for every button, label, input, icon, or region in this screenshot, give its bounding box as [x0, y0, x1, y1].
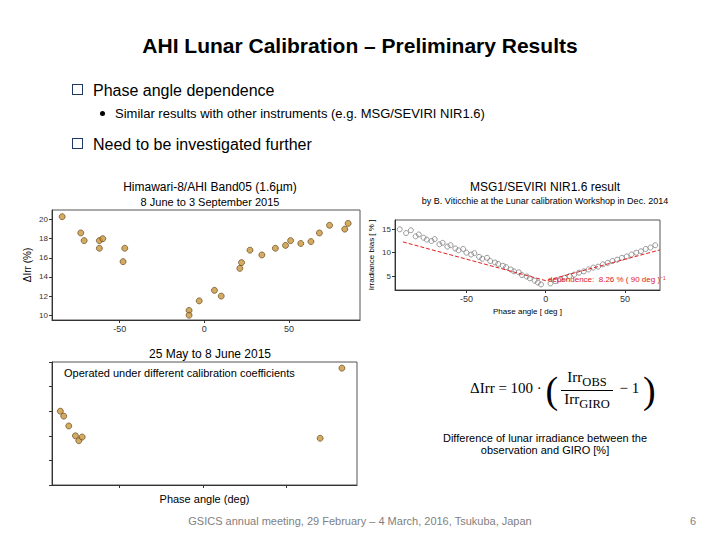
svg-text:12: 12 — [39, 292, 48, 301]
svg-text:16: 16 — [39, 253, 48, 262]
svg-text:Phase angle [ deg ]: Phase angle [ deg ] — [493, 307, 562, 316]
svg-text:14: 14 — [39, 272, 48, 281]
svg-text:18: 18 — [39, 234, 48, 243]
html-text:− 1: − 1 — [615, 380, 643, 397]
svg-text:15: 15 — [382, 225, 391, 234]
svg-text:10: 10 — [382, 248, 391, 257]
html-text:AHI Lunar Calibration – Prelim: AHI Lunar Calibration – Preliminary Resu… — [142, 34, 578, 57]
svg-text:-50: -50 — [113, 324, 126, 334]
svg-text:50: 50 — [620, 294, 630, 304]
svg-text:0: 0 — [202, 324, 207, 334]
svg-text:10: 10 — [39, 311, 48, 320]
html-text:Difference of lunar irradiance: Difference of lunar irradiance between t… — [443, 432, 647, 456]
svg-text:50: 50 — [284, 324, 294, 334]
html-text:IrrGIRO: IrrGIRO — [564, 390, 610, 411]
html-text:Similar results with other ins: Similar results with other instruments (… — [115, 106, 485, 121]
html-text:Need to be investigated furthe: Need to be investigated further — [93, 136, 312, 153]
svg-text:25 May to 8 June 2015: 25 May to 8 June 2015 — [149, 347, 271, 361]
html-text:Phase angle dependence: Phase angle dependence — [93, 82, 275, 99]
svg-text:-50: -50 — [460, 294, 473, 304]
svg-text:5: 5 — [387, 272, 392, 281]
svg-text:ΔIrr (%): ΔIrr (%) — [22, 248, 33, 282]
svg-text:Phase angle (deg): Phase angle (deg) — [160, 493, 250, 505]
svg-text:0: 0 — [543, 294, 548, 304]
html-text:GSICS annual meeting, 29 Febru: GSICS annual meeting, 29 February – 4 Ma… — [188, 515, 532, 527]
html-text:6: 6 — [690, 515, 697, 527]
html-text:IrrOBS: IrrOBS — [567, 368, 607, 389]
svg-text:20: 20 — [39, 215, 48, 224]
html-text:ΔIrr = 100 ·: ΔIrr = 100 · — [470, 380, 546, 397]
svg-text:by B. Viticchie at the Lunar c: by B. Viticchie at the Lunar calibration… — [422, 196, 668, 206]
svg-text:Himawari-8/AHI Band05 (1.6µm): Himawari-8/AHI Band05 (1.6µm) — [123, 180, 297, 194]
svg-text:Irradiance bias [ % ]: Irradiance bias [ % ] — [367, 220, 376, 291]
svg-text:dependence: 8.26 % ( 90 deg ): dependence: 8.26 % ( 90 deg )⁻¹ — [548, 275, 666, 284]
svg-text:MSG1/SEVIRI NIR1.6 result: MSG1/SEVIRI NIR1.6 result — [470, 180, 621, 194]
svg-text:8 June to 3 September 2015: 8 June to 3 September 2015 — [141, 196, 280, 208]
svg-text:Operated under different calib: Operated under different calibration coe… — [64, 367, 295, 379]
